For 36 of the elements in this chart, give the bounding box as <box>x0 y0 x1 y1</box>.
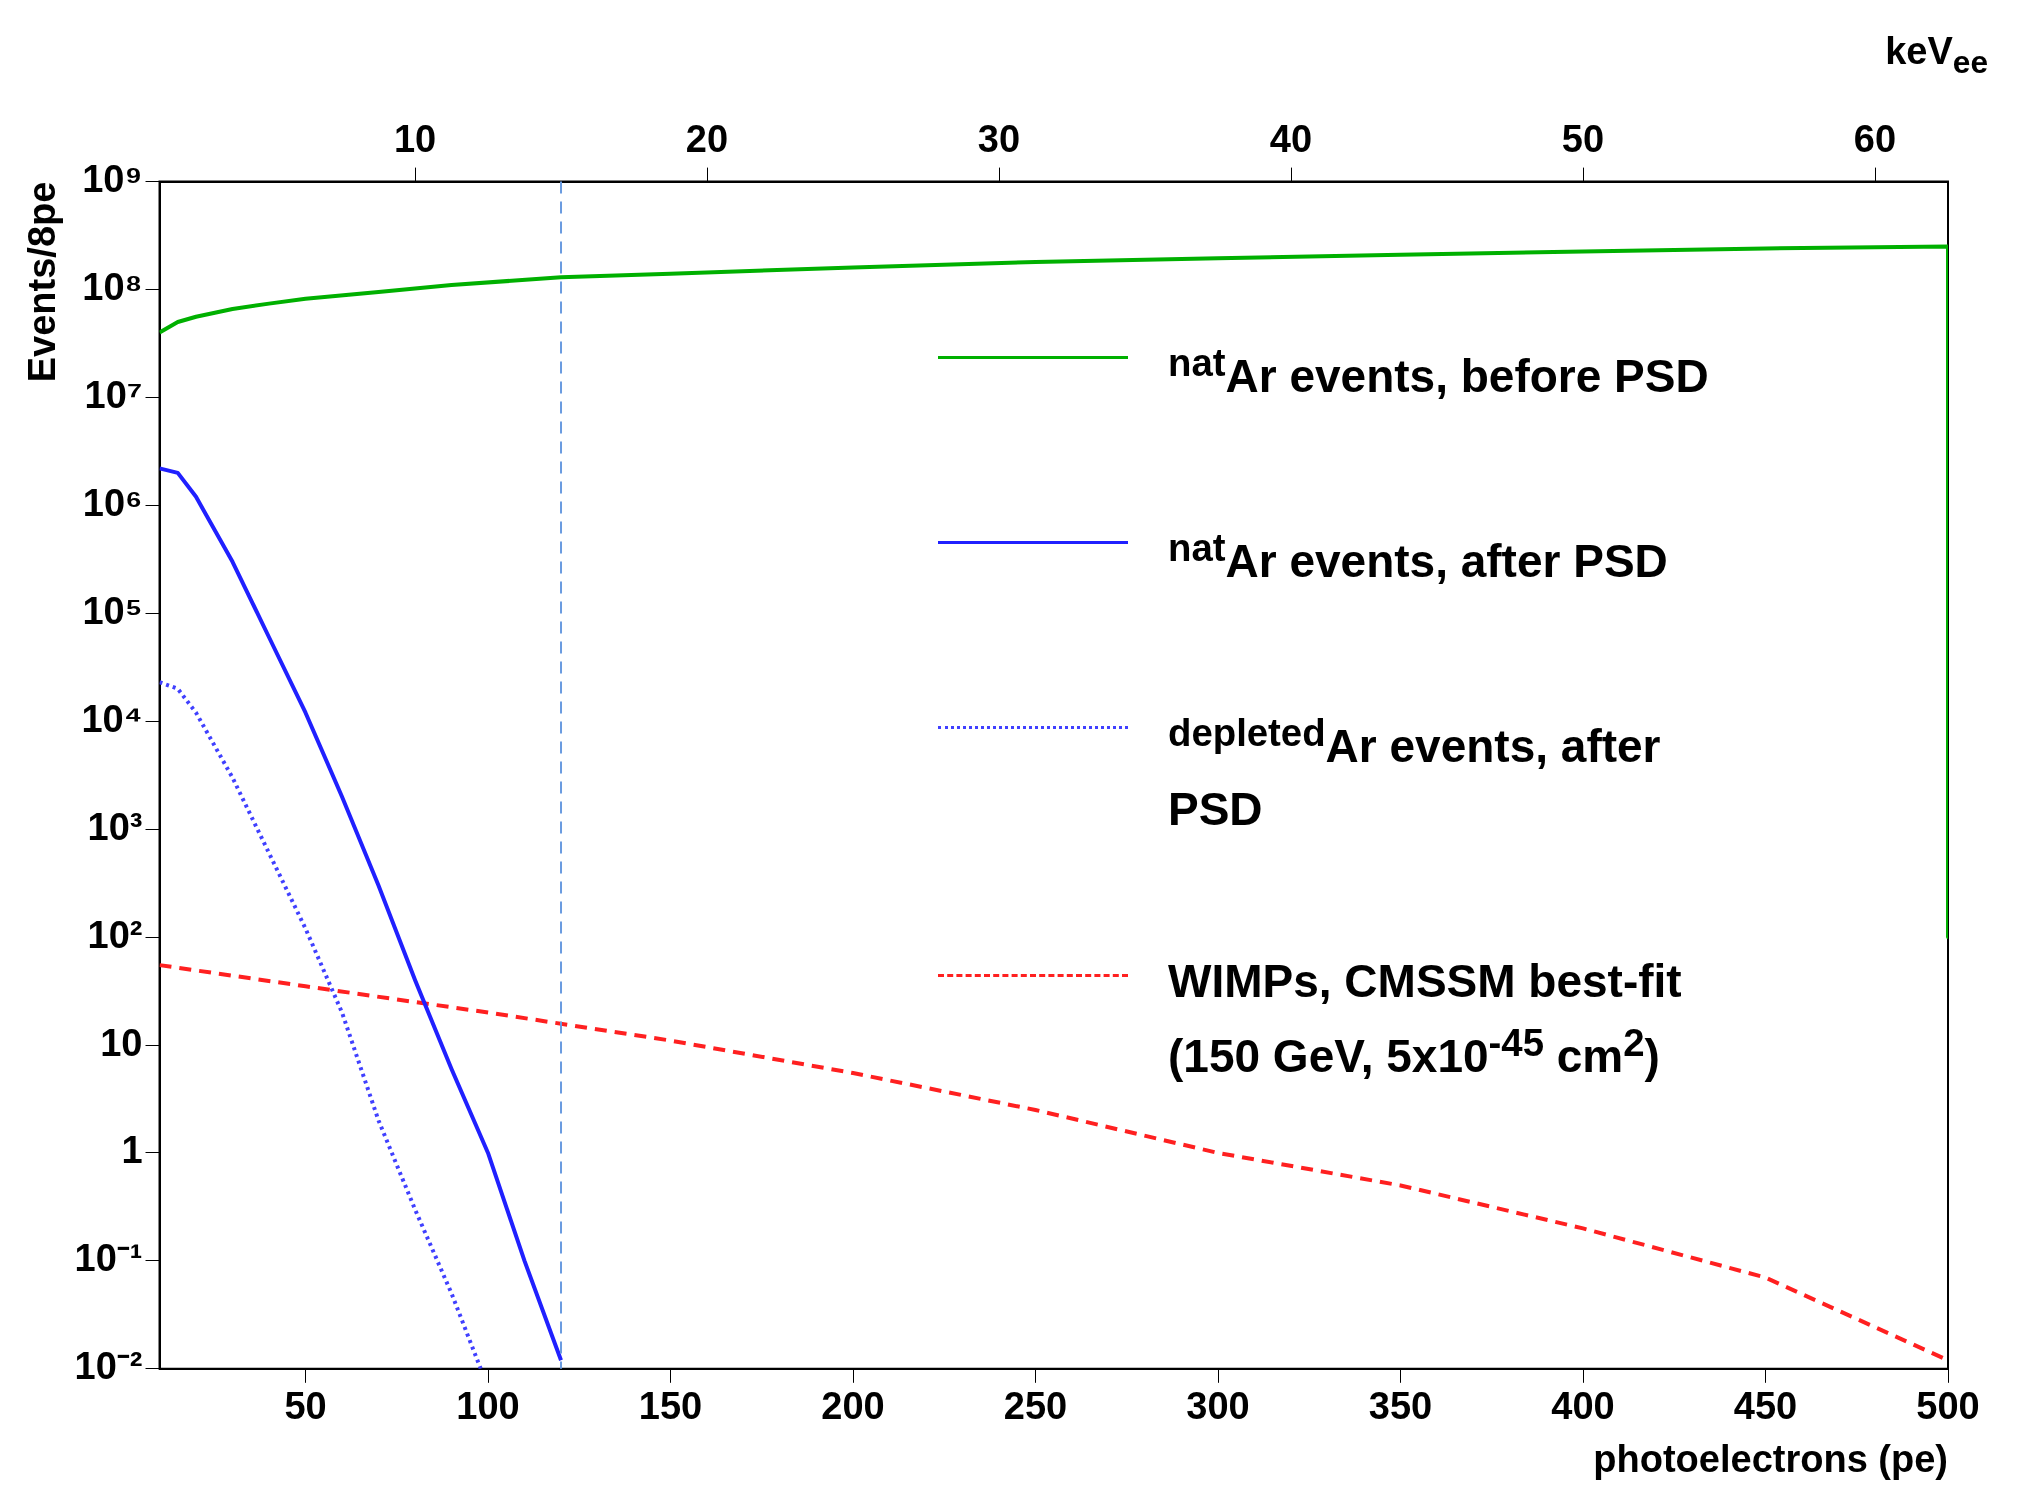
legend-label: WIMPs, CMSSM best-fit (150 GeV, 5x10$^{-45}$ cm$^{2}$) <box>1168 953 1683 1084</box>
y-tick-label: 10⁷ <box>84 373 143 416</box>
y-tick-label: 10⁻¹ <box>74 1237 143 1280</box>
x-tick-label: 100 <box>456 1385 520 1428</box>
y-tick-label: 10⁴ <box>81 697 143 740</box>
legend-label: $^{nat}$Ar events, before PSD <box>1168 339 1710 404</box>
x-tick-label: 350 <box>1368 1385 1433 1428</box>
x-tick-label: 500 <box>1916 1385 1980 1428</box>
x-tick-label: 50 <box>284 1385 327 1428</box>
text: $^{depleted}$Ar events, after PSD <box>1168 711 1661 835</box>
y-tick-label: 10 <box>100 1021 143 1064</box>
x2-tick-label: 40 <box>1269 118 1313 161</box>
x2-tick-label: 60 <box>1853 118 1897 161</box>
x-tick-label: 450 <box>1733 1385 1798 1428</box>
x-tick-label: 200 <box>821 1385 885 1428</box>
y-axis-title: Events/8pe <box>21 181 64 383</box>
legend-label: $^{nat}$Ar events, after PSD <box>1168 524 1669 590</box>
x-tick-label: 300 <box>1186 1385 1250 1428</box>
x2-tick-label: 20 <box>685 118 729 161</box>
x-tick-label: 400 <box>1551 1385 1615 1428</box>
y-tick-label: 10³ <box>87 805 143 848</box>
x-axis-title: photoelectrons (pe) <box>1593 1437 1948 1480</box>
x2-tick-label: 50 <box>1561 118 1605 161</box>
y-tick-label: 10² <box>87 913 143 956</box>
x2-tick-label: 10 <box>393 118 437 161</box>
x2-axis-title: keV$_{ee}$ <box>1885 30 1988 81</box>
y-tick-label: 10⁸ <box>82 266 143 309</box>
y-tick-label: 10⁹ <box>82 158 143 201</box>
x2-tick-label: 30 <box>977 118 1021 161</box>
line-series <box>159 680 483 1369</box>
y-tick-label: 10⁶ <box>82 481 143 524</box>
x-tick-label: 150 <box>638 1385 703 1428</box>
y-tick-label: 1 <box>121 1129 143 1172</box>
x-tick-label: 250 <box>1003 1385 1068 1428</box>
y-tick-label: 10⁻² <box>74 1345 143 1388</box>
y-tick-label: 10⁵ <box>82 589 143 632</box>
